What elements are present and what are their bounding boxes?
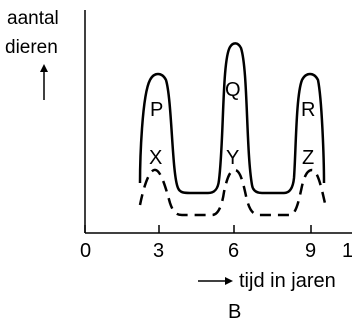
curve-label-p: P <box>150 99 163 121</box>
curve-label-q: Q <box>225 79 241 101</box>
tick-label-6: 6 <box>228 240 239 262</box>
tick-label-0: 0 <box>80 240 91 262</box>
curve-label-r: R <box>301 99 315 121</box>
curve-label-z: Z <box>302 147 314 169</box>
figure-caption: B <box>228 301 241 323</box>
y-axis-label-line2: dieren <box>5 37 58 58</box>
y-axis-label-line1: aantal <box>7 8 59 29</box>
tick-label-3: 3 <box>153 240 164 262</box>
solid-curve <box>138 42 326 195</box>
x-axis-arrow-icon <box>198 277 233 285</box>
x-axis-label: tijd in jaren <box>239 270 336 292</box>
y-axis-arrow-icon <box>40 64 48 100</box>
curve-label-y: Y <box>226 147 239 169</box>
tick-label-12-partial: 1 <box>342 240 352 262</box>
dashed-curve <box>138 168 328 217</box>
tick-label-9: 9 <box>305 240 316 262</box>
curve-label-x: X <box>149 147 162 169</box>
